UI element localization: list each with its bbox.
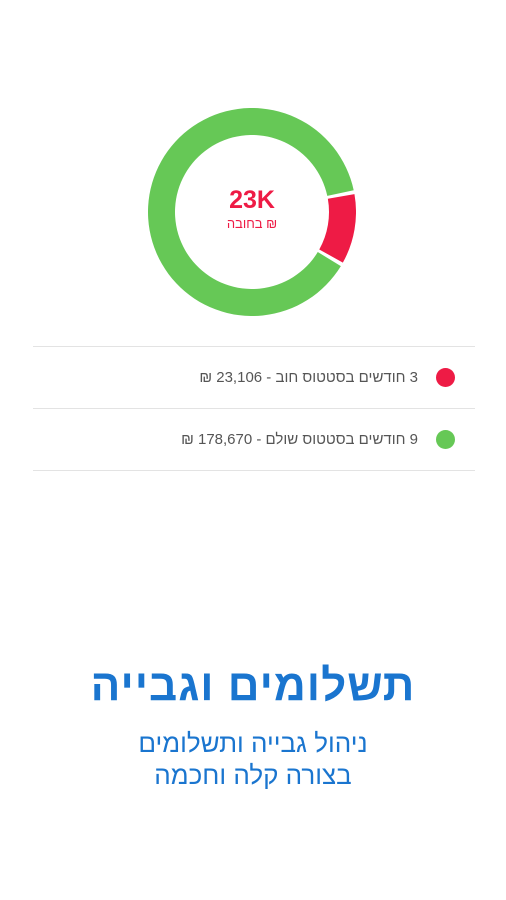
donut-slice-debt[interactable] — [319, 194, 356, 263]
legend-label-debt: 3 חודשים בסטטוס חוב - 23,106 ₪ — [199, 369, 418, 386]
donut-chart: 23K ₪ בחובה — [148, 108, 356, 316]
red-dot-icon — [436, 368, 455, 387]
chart-legend: 3 חודשים בסטטוס חוב - 23,106 ₪ 9 חודשים … — [33, 346, 475, 471]
legend-item-debt[interactable]: 3 חודשים בסטטוס חוב - 23,106 ₪ — [33, 347, 475, 409]
marketing-subline-1: ניהול גבייה ותשלומים — [138, 728, 368, 758]
green-dot-icon — [436, 430, 455, 449]
legend-item-paid[interactable]: 9 חודשים בסטטוס שולם - 178,670 ₪ — [33, 409, 475, 471]
donut-center: 23K ₪ בחובה — [148, 108, 356, 316]
marketing-subline-2: בצורה קלה וחכמה — [154, 760, 352, 790]
donut-chart-svg — [148, 108, 356, 316]
legend-label-paid: 9 חודשים בסטטוס שולם - 178,670 ₪ — [181, 431, 418, 448]
donut-center-caption: ₪ בחובה — [226, 216, 278, 231]
donut-center-value: 23K — [229, 186, 275, 214]
marketing-headline: תשלומים וגבייה — [90, 661, 416, 710]
